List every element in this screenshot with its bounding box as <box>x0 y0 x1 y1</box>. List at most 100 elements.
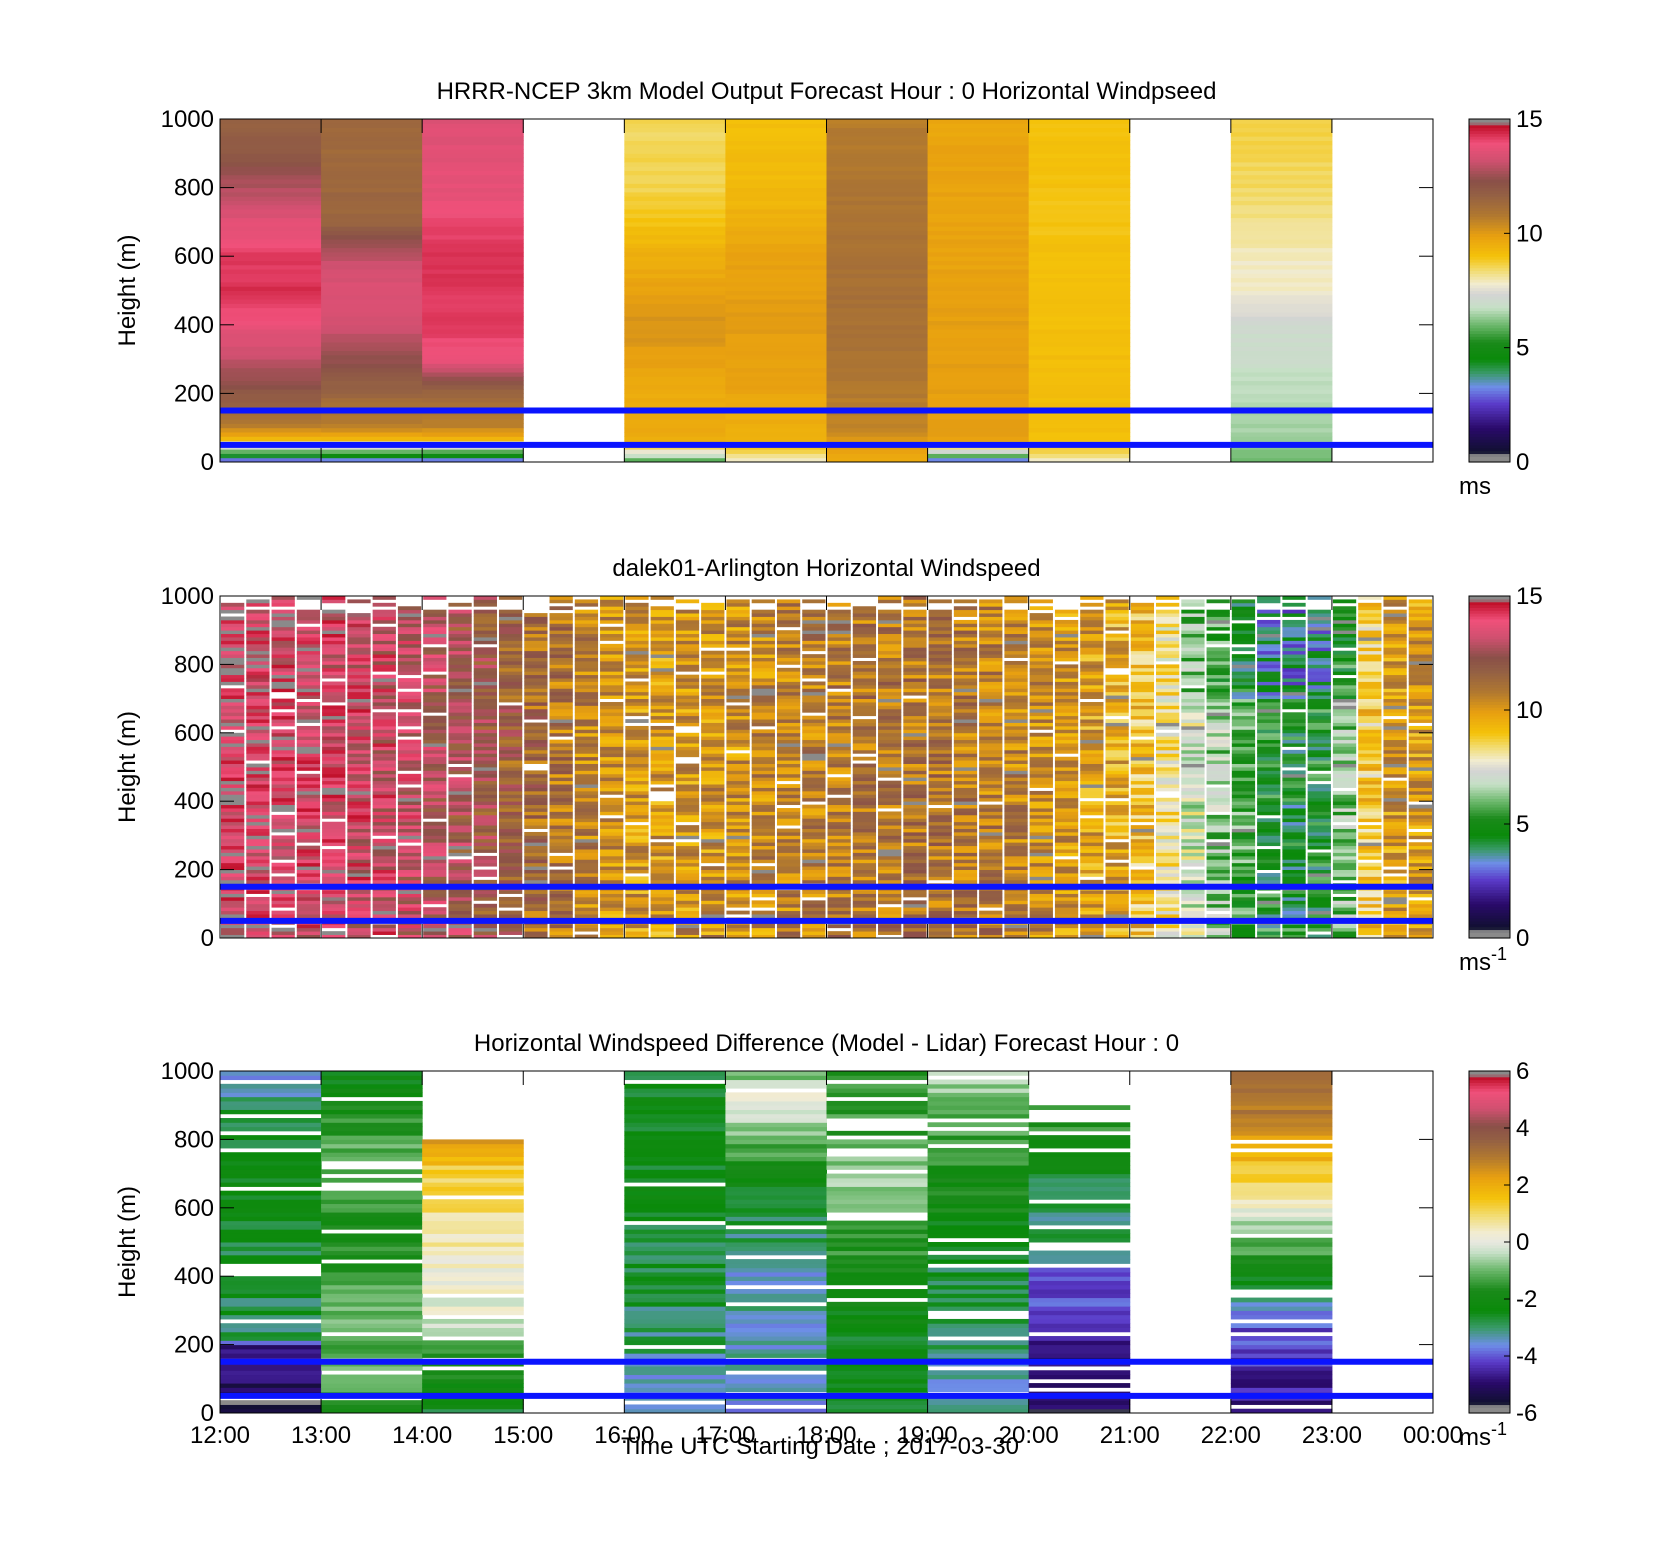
heatmap-cell <box>752 928 775 932</box>
heatmap-cell <box>1231 226 1333 231</box>
heatmap-cell <box>297 788 320 792</box>
heatmap-cell <box>1004 668 1027 672</box>
heatmap-cell <box>827 449 929 454</box>
heatmap-cell <box>979 716 1002 720</box>
heatmap-cell <box>802 719 825 723</box>
heatmap-cell <box>575 866 598 870</box>
heatmap-cell <box>624 209 726 214</box>
heatmap-cell <box>600 705 623 709</box>
heatmap-cell <box>1257 740 1280 744</box>
heatmap-cell <box>651 928 674 932</box>
heatmap-cell <box>398 866 421 870</box>
heatmap-cell <box>1080 688 1103 692</box>
heatmap-cell <box>954 671 977 675</box>
heatmap-cell <box>524 880 547 884</box>
heatmap-cell <box>1131 876 1154 880</box>
heatmap-cell <box>1004 640 1027 644</box>
heatmap-cell <box>828 832 851 836</box>
heatmap-cell <box>1080 825 1103 829</box>
heatmap-cell <box>423 630 446 634</box>
heatmap-cell <box>220 351 322 356</box>
colorbar-tick-label: 5 <box>1516 335 1529 362</box>
heatmap-cell <box>1232 682 1255 686</box>
heatmap-cell <box>725 303 827 308</box>
heatmap-cell <box>752 791 775 795</box>
heatmap-cell <box>322 709 345 713</box>
heatmap-cell <box>550 890 573 894</box>
heatmap-cell <box>853 685 876 689</box>
heatmap-cell <box>347 750 370 754</box>
heatmap-cell <box>624 196 726 201</box>
heatmap-cell <box>347 705 370 709</box>
heatmap-cell <box>499 863 522 867</box>
heatmap-cell <box>954 811 977 815</box>
heatmap-cell <box>600 924 623 928</box>
heatmap-cell <box>928 256 1030 261</box>
heatmap-cell <box>474 651 497 655</box>
heatmap-cell <box>347 678 370 682</box>
heatmap-cell <box>1282 760 1305 764</box>
heatmap-cell <box>625 699 648 703</box>
heatmap-cell <box>550 914 573 918</box>
heatmap-cell <box>725 385 827 390</box>
heatmap-cell <box>221 705 244 709</box>
heatmap-cell <box>1257 661 1280 665</box>
heatmap-cell <box>625 637 648 641</box>
heatmap-cell <box>246 702 269 706</box>
heatmap-cell <box>499 617 522 621</box>
heatmap-cell <box>1029 170 1131 175</box>
heatmap-cell <box>1207 712 1230 716</box>
heatmap-cell <box>802 829 825 833</box>
heatmap-cell <box>676 661 699 665</box>
heatmap-cell <box>474 740 497 744</box>
heatmap-cell <box>297 678 320 682</box>
heatmap-cell <box>1055 682 1078 686</box>
heatmap-cell <box>422 192 524 197</box>
heatmap-cell <box>1004 644 1027 648</box>
heatmap-cell <box>701 664 724 668</box>
heatmap-cell <box>1029 282 1131 287</box>
heatmap-cell <box>575 911 598 915</box>
heatmap-cell <box>676 863 699 867</box>
heatmap-cell <box>600 900 623 904</box>
heatmap-cell <box>979 606 1002 610</box>
heatmap-cell <box>550 723 573 727</box>
heatmap-cell <box>575 716 598 720</box>
heatmap-cell <box>725 175 827 180</box>
heatmap-cell <box>347 781 370 785</box>
heatmap-cell <box>802 777 825 781</box>
heatmap-cell <box>777 753 800 757</box>
heatmap-cell <box>1232 890 1255 894</box>
heatmap-cell <box>1004 907 1027 911</box>
heatmap-cell <box>1181 801 1204 805</box>
heatmap-cell <box>499 859 522 863</box>
heatmap-cell <box>802 842 825 846</box>
heatmap-cell <box>575 760 598 764</box>
heatmap-cell <box>1105 777 1128 781</box>
heatmap-cell <box>853 900 876 904</box>
heatmap-cell <box>1282 839 1305 843</box>
heatmap-cell <box>524 825 547 829</box>
heatmap-cell <box>220 325 322 330</box>
heatmap-cell <box>1029 398 1131 403</box>
heatmap-cell <box>1030 637 1053 641</box>
heatmap-cell <box>1131 640 1154 644</box>
heatmap-cell <box>1207 743 1230 747</box>
heatmap-cell <box>726 675 749 679</box>
heatmap-cell <box>1080 764 1103 768</box>
heatmap-cell <box>1080 777 1103 781</box>
heatmap-cell <box>422 265 524 270</box>
heatmap-cell <box>726 678 749 682</box>
heatmap-cell <box>221 805 244 809</box>
heatmap-cell <box>524 794 547 798</box>
heatmap-cell <box>777 620 800 624</box>
heatmap-cell <box>297 753 320 757</box>
heatmap-cell <box>398 791 421 795</box>
heatmap-cell <box>1232 791 1255 795</box>
heatmap-cell <box>726 620 749 624</box>
heatmap-cell <box>524 695 547 699</box>
heatmap-cell <box>954 740 977 744</box>
heatmap-cell <box>550 733 573 737</box>
heatmap-cell <box>928 132 1030 137</box>
heatmap-cell <box>701 798 724 802</box>
